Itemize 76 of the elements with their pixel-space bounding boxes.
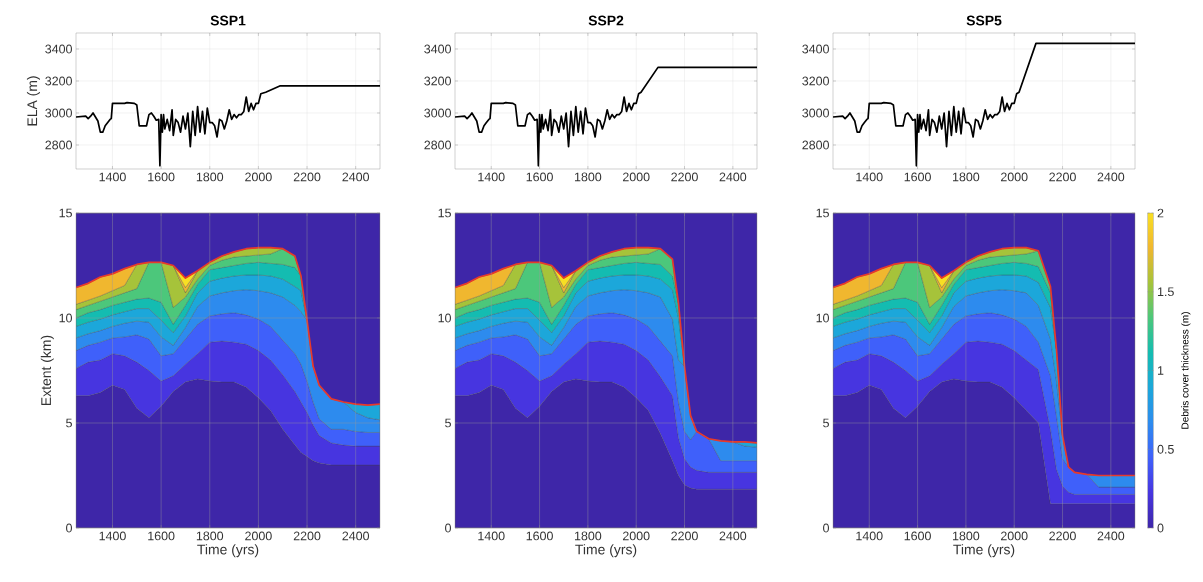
y-tick-label: 15	[816, 208, 829, 218]
y-tick-label: 3200	[45, 76, 72, 86]
x-tick-label: 1600	[904, 531, 931, 541]
y-tick-label: 3200	[802, 76, 829, 86]
y-axis-title: ELA (m)	[26, 76, 40, 126]
color-bar-title: Debris cover thickness (m)	[1181, 312, 1191, 429]
y-tick-label: 15	[59, 208, 72, 218]
y-tick-label: 3000	[45, 108, 72, 118]
x-tick-label: 1800	[574, 531, 602, 541]
chart-title: SSP5	[966, 15, 1002, 26]
color-bar-label: 2	[1157, 208, 1164, 218]
y-tick-label: 3400	[45, 44, 72, 54]
x-tick-label: 1800	[196, 172, 224, 182]
x-tick-label: 1600	[904, 172, 931, 182]
x-tick-label: 2200	[293, 531, 321, 541]
y-tick-label: 0	[823, 523, 829, 533]
x-tick-label: 2400	[342, 531, 370, 541]
y-tick-label: 5	[445, 418, 451, 428]
chart-title: SSP2	[588, 15, 624, 26]
y-tick-label: 0	[445, 523, 451, 533]
y-tick-label: 5	[823, 418, 829, 428]
y-tick-label: 10	[816, 313, 829, 323]
y-tick-label: 3000	[802, 108, 829, 118]
y-tick-label: 15	[438, 208, 451, 218]
x-axis-title: Time (yrs)	[197, 544, 259, 558]
y-axis-title: Extent (km)	[40, 335, 54, 406]
x-tick-label: 1600	[148, 172, 175, 182]
color-bar-label: 1	[1157, 366, 1164, 375]
x-tick-label: 1400	[856, 172, 883, 182]
x-tick-label: 2200	[671, 531, 698, 541]
x-tick-label: 1800	[574, 172, 602, 182]
x-tick-label: 1800	[952, 172, 980, 182]
x-tick-label: 2400	[719, 531, 747, 541]
x-tick-label: 1800	[196, 531, 224, 541]
x-axis-title: Time (yrs)	[953, 544, 1015, 558]
x-tick-label: 2200	[293, 172, 321, 182]
x-tick-label: 1600	[148, 531, 175, 541]
x-tick-label: 1800	[952, 531, 980, 541]
y-tick-label: 3400	[802, 44, 829, 54]
y-tick-label: 3000	[424, 108, 451, 118]
y-tick-label: 2800	[424, 140, 451, 150]
y-tick-label: 3400	[424, 44, 451, 54]
x-tick-label: 1400	[478, 531, 505, 541]
x-tick-label: 2400	[719, 172, 747, 182]
x-tick-label: 2000	[622, 531, 650, 541]
x-axis-title: Time (yrs)	[575, 544, 637, 558]
x-tick-label: 1400	[478, 172, 505, 182]
x-tick-label: 1600	[526, 172, 553, 182]
x-tick-label: 2200	[671, 172, 698, 182]
color-bar-label: 1.5	[1157, 287, 1174, 297]
y-tick-label: 0	[66, 523, 72, 533]
y-tick-label: 10	[438, 313, 451, 323]
y-tick-label: 2800	[45, 140, 72, 150]
x-tick-label: 1400	[99, 172, 126, 182]
line-series	[833, 42, 1136, 167]
x-tick-label: 2000	[622, 172, 650, 182]
x-tick-label: 2000	[1000, 531, 1028, 541]
x-tick-label: 2400	[1097, 531, 1125, 541]
x-tick-label: 1400	[856, 531, 883, 541]
y-tick-label: 5	[66, 418, 72, 428]
color-bar-label: 0.5	[1157, 444, 1174, 454]
x-tick-label: 2000	[245, 172, 272, 182]
x-tick-label: 2000	[245, 531, 272, 541]
x-tick-label: 2400	[1097, 172, 1125, 182]
y-tick-label: 10	[59, 313, 72, 323]
chart-title: SSP1	[210, 15, 246, 26]
x-tick-label: 2200	[1049, 531, 1076, 541]
line-series	[455, 66, 758, 167]
y-tick-label: 3200	[424, 76, 451, 86]
x-tick-label: 2400	[342, 172, 370, 182]
y-tick-label: 2800	[802, 140, 829, 150]
x-tick-label: 2000	[1000, 172, 1028, 182]
color-bar-label: 0	[1157, 523, 1164, 533]
x-tick-label: 1600	[526, 531, 553, 541]
x-tick-label: 1400	[99, 531, 126, 541]
x-tick-label: 2200	[1049, 172, 1076, 182]
